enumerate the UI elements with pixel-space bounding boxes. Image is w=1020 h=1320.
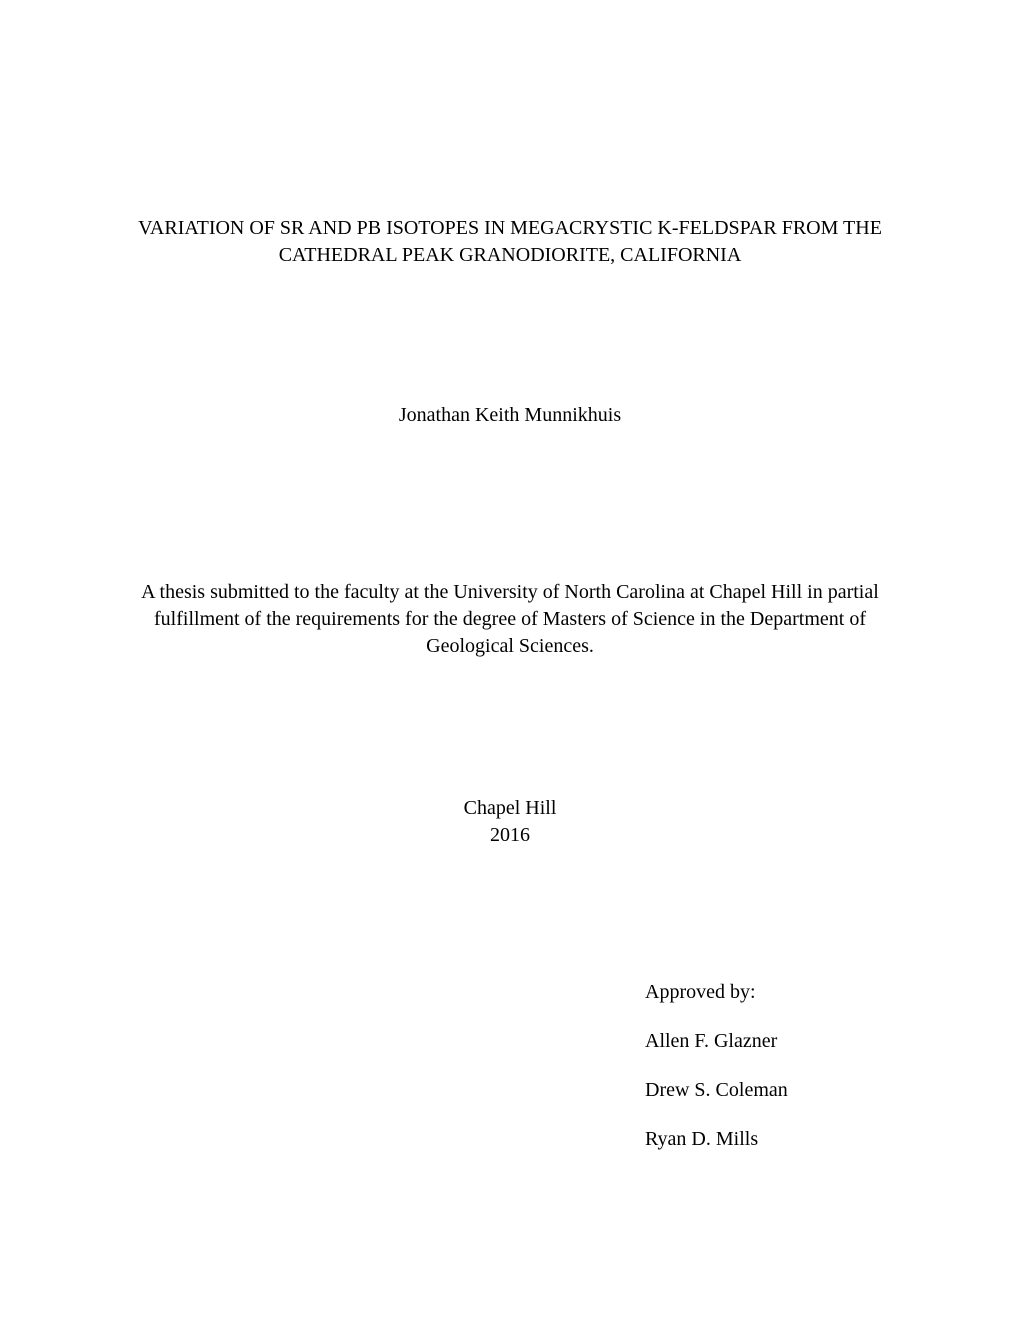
thesis-statement-line-1: A thesis submitted to the faculty at the…: [130, 579, 890, 606]
thesis-title: VARIATION OF SR AND PB ISOTOPES IN MEGAC…: [120, 215, 900, 269]
title-line-1: VARIATION OF SR AND PB ISOTOPES IN MEGAC…: [120, 215, 900, 242]
committee-member: Drew S. Coleman: [645, 1077, 900, 1104]
title-line-2: CATHEDRAL PEAK GRANODIORITE, CALIFORNIA: [120, 242, 900, 269]
location-year-block: Chapel Hill 2016: [120, 795, 900, 849]
author-name: Jonathan Keith Munnikhuis: [120, 404, 900, 427]
thesis-statement-line-2: fulfillment of the requirements for the …: [130, 606, 890, 633]
committee-member: Ryan D. Mills: [645, 1126, 900, 1153]
thesis-statement-line-3: Geological Sciences.: [130, 633, 890, 660]
location: Chapel Hill: [120, 795, 900, 822]
thesis-statement: A thesis submitted to the faculty at the…: [120, 579, 900, 660]
committee-member: Allen F. Glazner: [645, 1028, 900, 1055]
approval-block: Approved by: Allen F. Glazner Drew S. Co…: [645, 979, 900, 1153]
year: 2016: [120, 822, 900, 849]
approval-heading: Approved by:: [645, 979, 900, 1006]
